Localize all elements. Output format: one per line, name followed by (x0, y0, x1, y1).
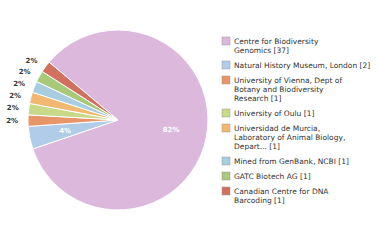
legend-label: Universidad de Murcia,Laboratory of Anim… (234, 124, 345, 151)
legend-swatch (222, 124, 230, 132)
legend-item: Canadian Centre for DNABarcoding [1] (222, 187, 329, 205)
legend-label: University of Vienna, Dept ofBotany and … (234, 76, 342, 103)
legend-swatch (222, 37, 230, 45)
pie-slice (42, 62, 118, 120)
legend-swatch (222, 172, 230, 180)
legend-item: University of Oulu [1] (222, 109, 314, 118)
legend-swatch (222, 61, 230, 69)
data-label: 2% (19, 68, 31, 76)
data-label: 2% (7, 104, 19, 112)
legend-item: Mined from GenBank, NCBI [1] (222, 157, 349, 166)
legend-swatch (222, 76, 230, 84)
legend-item: GATC Biotech AG [1] (222, 172, 311, 181)
legend-item: Universidad de Murcia,Laboratory of Anim… (222, 124, 345, 151)
pie (28, 30, 208, 210)
data-label: 2% (6, 117, 18, 125)
legend-swatch (222, 157, 230, 165)
legend-item: Natural History Museum, London [2] (222, 61, 370, 70)
data-label: 82% (163, 126, 180, 134)
legend-label: Centre for BiodiversityGenomics [37] (234, 37, 319, 55)
legend-swatch (222, 187, 230, 195)
data-label: 2% (9, 92, 21, 100)
legend: Centre for BiodiversityGenomics [37] Natu… (222, 37, 370, 205)
data-label: 4% (59, 127, 71, 135)
legend-swatch (222, 109, 230, 117)
legend-label: GATC Biotech AG [1] (234, 172, 311, 181)
legend-label: Canadian Centre for DNABarcoding [1] (234, 187, 329, 205)
legend-item: Centre for BiodiversityGenomics [37] (222, 37, 319, 55)
legend-label: Natural History Museum, London [2] (234, 61, 370, 70)
data-label: 2% (13, 80, 25, 88)
legend-label: Mined from GenBank, NCBI [1] (234, 157, 349, 166)
chart: 82% 4% 2% 2% 2% 2% 2% 2% Centre for Biodiversity… (0, 0, 380, 240)
legend-label: University of Oulu [1] (234, 109, 314, 118)
legend-item: University of Vienna, Dept ofBotany and … (222, 76, 342, 103)
data-label: 2% (26, 57, 38, 65)
data-labels: 82% 4% 2% 2% 2% 2% 2% 2% (6, 57, 179, 135)
